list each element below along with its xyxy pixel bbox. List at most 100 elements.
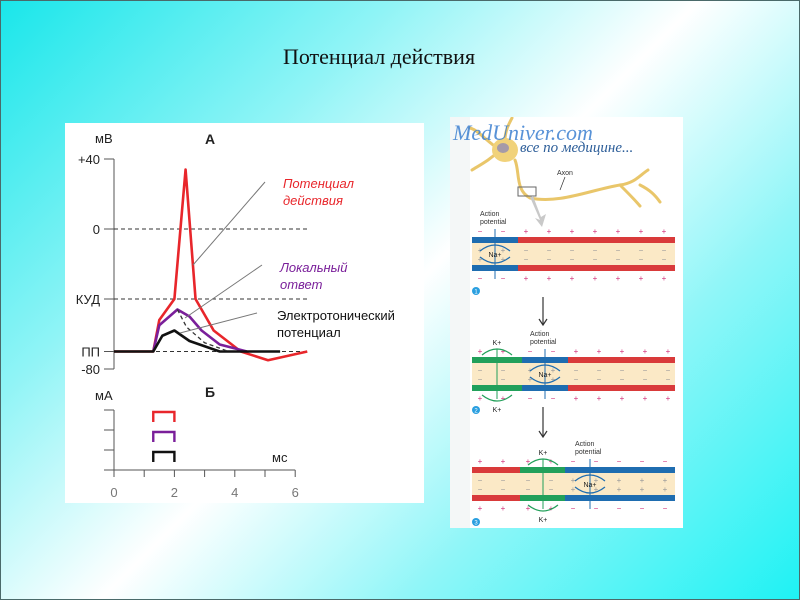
figure-background: [470, 117, 683, 528]
charge-sign: +: [551, 366, 556, 375]
action-potential-label: Action: [480, 211, 500, 218]
charge-sign: −: [597, 366, 602, 375]
neuron-nucleus-icon: [497, 143, 509, 153]
charge-sign: +: [478, 347, 483, 356]
charge-sign: +: [663, 476, 668, 485]
panel-b-title: Б: [205, 384, 215, 400]
stage-1: −++−−++−+−−++−−++−−++−−++−−++−−++−−+Na+A…: [472, 211, 675, 296]
charge-sign: +: [662, 274, 667, 283]
charge-sign: +: [528, 375, 533, 384]
axon-conduction-figure: Axon MedUniver.com все по медицине... − + + − −…: [450, 117, 683, 528]
x-tick-label: 6: [292, 485, 299, 500]
charge-sign: −: [616, 255, 621, 264]
step-number: 1: [474, 290, 478, 296]
series-line-2: [151, 308, 248, 353]
panel-a-title: А: [205, 131, 215, 147]
charge-sign: −: [643, 375, 648, 384]
charge-sign: +: [616, 227, 621, 236]
charge-sign: +: [666, 394, 671, 403]
axoplasm: [472, 363, 675, 385]
na-flow-arrow-icon: [574, 474, 606, 494]
action-potential-label: potential: [575, 449, 602, 456]
charge-sign: −: [639, 255, 644, 264]
charge-sign: −: [594, 457, 599, 466]
charge-sign: +: [593, 274, 598, 283]
charge-sign: +: [478, 504, 483, 513]
charge-sign: +: [501, 457, 506, 466]
membrane-segment: [472, 495, 520, 501]
slide-title: Потенциал действия: [282, 44, 476, 69]
charge-sign: +: [594, 476, 599, 485]
charge-sign: −: [616, 246, 621, 255]
charge-sign: +: [640, 476, 645, 485]
charge-sign: −: [478, 476, 483, 485]
na-flow-arrow-icon: [529, 364, 561, 384]
charge-sign: +: [501, 347, 506, 356]
charge-sign: −: [547, 246, 552, 255]
leader-line: [179, 312, 258, 334]
charge-sign: −: [640, 504, 645, 513]
charge-sign: +: [549, 504, 554, 513]
charge-sign: +: [551, 375, 556, 384]
label-electrotonic: Электротонический: [277, 308, 395, 323]
charge-sign: +: [639, 227, 644, 236]
x-tick-label: 4: [231, 485, 238, 500]
axoplasm: [472, 473, 675, 495]
na-label: Na+: [583, 482, 596, 489]
membrane-segment: [568, 385, 675, 391]
charge-sign: +: [593, 227, 598, 236]
stimulus-pulse: [152, 410, 176, 422]
charge-sign: −: [478, 274, 483, 283]
charge-sign: −: [617, 504, 622, 513]
action-potential-label: potential: [530, 339, 557, 346]
charge-sign: +: [640, 485, 645, 494]
charge-sign: +: [639, 274, 644, 283]
charge-sign: −: [478, 485, 483, 494]
charge-sign: +: [643, 347, 648, 356]
charge-sign: −: [620, 366, 625, 375]
charge-sign: −: [551, 394, 556, 403]
zoom-box-icon: [517, 186, 537, 197]
charge-sign: −: [663, 504, 668, 513]
k-label: K+: [539, 517, 548, 524]
charge-sign: +: [526, 504, 531, 513]
charge-sign: −: [478, 227, 483, 236]
label-action-potential: Потенциал: [283, 176, 355, 191]
membrane-segment: [472, 467, 520, 473]
k-flow-arrow-icon: [481, 348, 513, 402]
charge-sign: −: [501, 366, 506, 375]
label-action-potential: действия: [283, 193, 343, 208]
charge-sign: +: [571, 485, 576, 494]
charge-sign: +: [617, 476, 622, 485]
charge-sign: −: [593, 246, 598, 255]
axoplasm: [472, 243, 675, 265]
charge-sign: +: [616, 274, 621, 283]
charge-sign: −: [524, 246, 529, 255]
action-potential-label: potential: [480, 219, 507, 226]
step-number-badge: [472, 406, 480, 414]
charge-sign: −: [620, 375, 625, 384]
na-flow-arrow-icon: [479, 244, 511, 264]
x-tick-label: 0: [110, 485, 117, 500]
charge-sign: +: [478, 394, 483, 403]
charge-sign: −: [549, 485, 554, 494]
charge-sign: +: [478, 255, 483, 264]
step-number-badge: [472, 287, 480, 295]
y-axis-label-mv: мВ: [95, 131, 113, 146]
membrane-segment: [565, 467, 675, 473]
charge-sign: +: [663, 485, 668, 494]
charge-sign: −: [574, 366, 579, 375]
charge-sign: +: [662, 227, 667, 236]
charge-sign: −: [662, 246, 667, 255]
down-arrowhead-icon: [538, 430, 548, 439]
charge-sign: −: [547, 255, 552, 264]
charge-sign: −: [570, 246, 575, 255]
charge-sign: +: [524, 274, 529, 283]
neuron-icon: [468, 117, 662, 208]
charge-sign: −: [570, 255, 575, 264]
charge-sign: +: [594, 485, 599, 494]
charge-sign: −: [526, 476, 531, 485]
charge-sign: +: [643, 394, 648, 403]
leader-line: [184, 264, 263, 319]
charge-sign: −: [640, 457, 645, 466]
